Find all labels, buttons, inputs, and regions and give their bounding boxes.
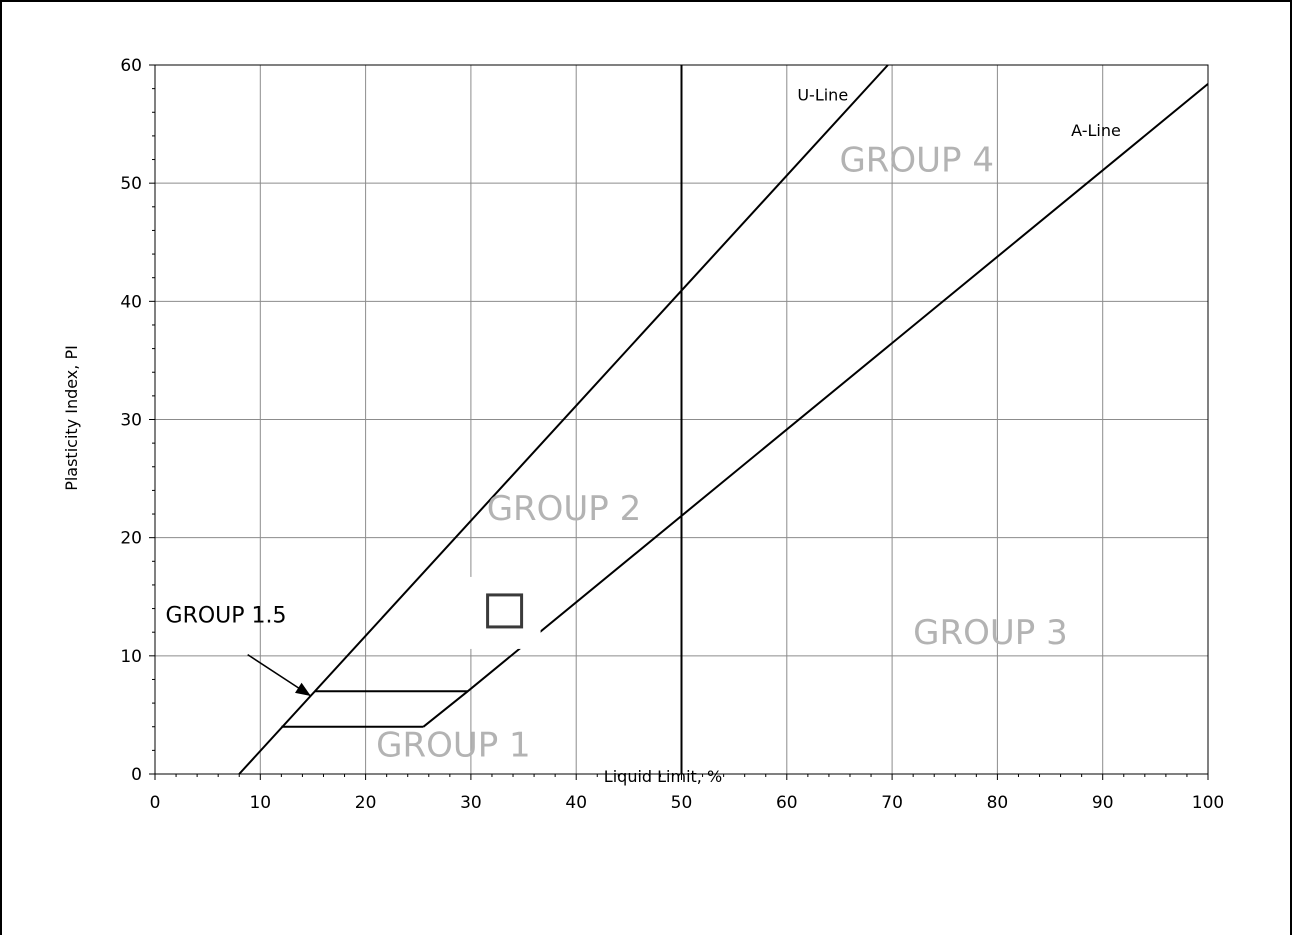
y-tick-label: 50 [120,174,142,194]
x-axis-label: Liquid Limit, % [604,767,722,786]
callout-label: GROUP 1.5 [166,604,287,629]
callout-arrowhead [295,682,311,697]
group-region-label: GROUP 4 [839,140,994,180]
line-label: A-Line [1071,121,1121,140]
group-region-label: GROUP 2 [487,489,642,529]
group-region-label: GROUP 1 [376,725,531,765]
marker-background [468,576,541,649]
x-tick-label: 60 [776,793,798,813]
x-tick-label: 70 [881,793,903,813]
y-tick-label: 20 [120,529,142,549]
group-regions: GROUP 4 GROUP 2 GROUP 3 GROUP 1 [376,140,1068,765]
x-tick-label: 100 [1192,793,1224,813]
x-tick-label: 80 [987,793,1009,813]
y-tick-label: 0 [131,765,142,785]
y-tick-label: 10 [120,647,142,667]
annotations: U-Line A-Line GROUP 1.5 [166,85,1121,697]
x-tick-label: 30 [460,793,482,813]
u-line-series [238,64,889,775]
axis-ticks: 0 10 20 30 40 50 60 70 80 90 100 0 10 20 30 40 50 60 [120,56,1224,813]
x-tick-label: 90 [1092,793,1114,813]
y-tick-label: 60 [120,56,142,76]
x-tick-label: 10 [249,793,271,813]
y-axis-label: Plasticity Index, PI [62,345,81,491]
y-tick-label: 40 [120,292,142,312]
series-lines [238,64,1209,775]
line-label: U-Line [797,85,848,104]
x-tick-label: 0 [150,793,161,813]
y-tick-label: 30 [120,411,142,431]
square-marker [486,593,524,629]
x-tick-label: 40 [565,793,587,813]
x-tick-label: 20 [355,793,377,813]
x-tick-label: 50 [671,793,693,813]
group-region-label: GROUP 3 [913,613,1068,653]
